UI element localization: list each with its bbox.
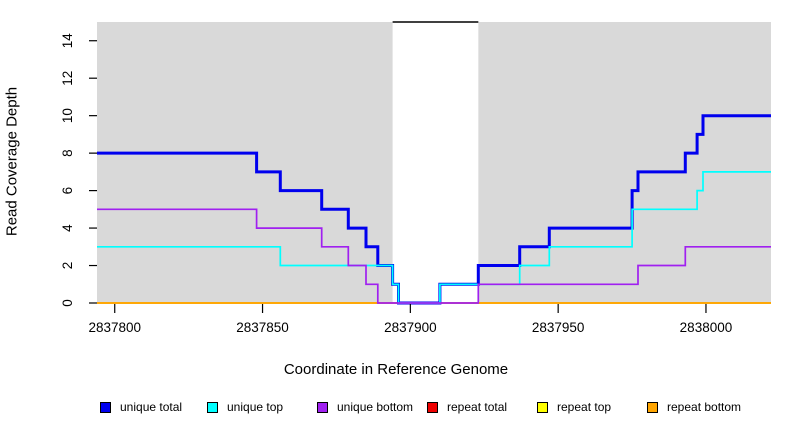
legend-item-unique-bottom: unique bottom [317, 399, 413, 415]
legend-label: unique bottom [337, 400, 414, 414]
legend-label: unique top [227, 400, 284, 414]
legend-label: repeat total [447, 400, 508, 414]
legend-swatch-unique-top [207, 401, 218, 413]
legend-label: repeat bottom [667, 400, 742, 414]
x-tick-label: 2837900 [384, 320, 437, 335]
legend: unique total unique top unique bottom repea… [0, 399, 792, 419]
legend-label: repeat top [557, 400, 612, 414]
series-line-unique-top [97, 171, 771, 304]
x-tick-label: 2838000 [680, 320, 733, 335]
legend-swatch-unique-bottom [317, 401, 328, 413]
y-tick-label: 2 [60, 262, 75, 270]
legend-swatch-repeat-top [537, 401, 548, 413]
x-tick-label: 2837800 [88, 320, 141, 335]
y-tick-label: 10 [60, 108, 75, 123]
y-tick-label: 14 [60, 33, 75, 49]
legend-item-unique-total: unique total [100, 399, 182, 415]
legend-item-repeat-bottom: repeat bottom [647, 399, 741, 415]
y-tick-label: 12 [60, 71, 75, 86]
x-axis-title: Coordinate in Reference Genome [283, 361, 509, 378]
masked-region [392, 22, 479, 303]
y-tick-label: 6 [60, 187, 75, 195]
x-tick-label: 2837950 [532, 320, 585, 335]
x-tick-label: 2837850 [236, 320, 289, 335]
legend-swatch-unique-total [100, 401, 111, 413]
legend-swatch-repeat-total [427, 401, 438, 413]
y-tick-label: 0 [60, 299, 75, 307]
legend-item-repeat-total: repeat total [427, 399, 507, 415]
y-tick-label: 4 [60, 224, 75, 232]
series-line-unique-bottom [97, 208, 771, 304]
legend-item-unique-top: unique top [207, 399, 283, 415]
legend-item-repeat-top: repeat top [537, 399, 611, 415]
y-axis-title: Read Coverage Depth [3, 86, 21, 237]
legend-swatch-repeat-bottom [647, 401, 658, 413]
legend-label: unique total [120, 400, 183, 414]
y-tick-label: 8 [60, 149, 75, 157]
